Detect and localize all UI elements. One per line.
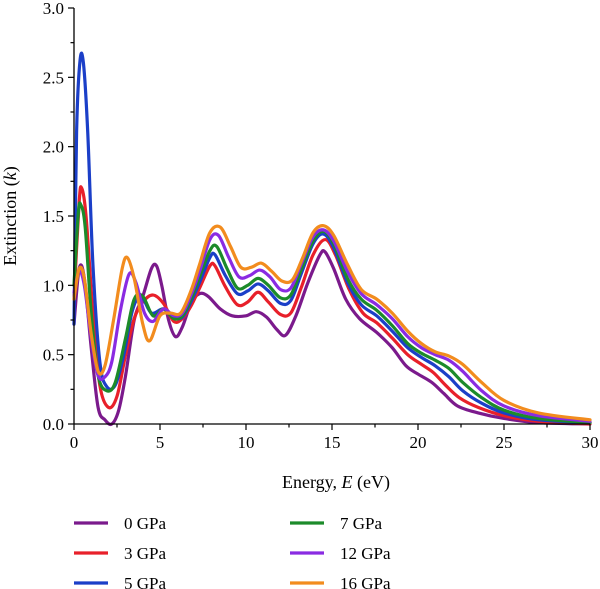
series-line-1 [72,185,592,426]
legend-label-0: 0 GPa [124,514,166,533]
x-tick-label: 10 [238,433,255,452]
x-tick-label: 25 [496,433,513,452]
series-layer [72,51,592,427]
x-tick-label: 5 [156,433,165,452]
y-axis-title: Extinction (k) [0,166,21,265]
series-line-0 [72,249,592,427]
axes-layer [68,7,591,430]
legend-label-1: 3 GPa [124,544,166,563]
series-line-5 [72,224,592,422]
x-tick-label: 0 [70,433,79,452]
x-tick-label: 30 [582,433,599,452]
y-tick-label: 0.5 [43,346,64,365]
legend-label-5: 16 GPa [340,574,391,589]
labels-layer: 0 5 10 15 20 25 30 0.0 0.5 1.0 1.5 2.0 2.5 3.0 [43,0,599,452]
series-line-4 [72,228,592,423]
y-tick-label: 3.0 [43,0,64,18]
legend-label-4: 12 GPa [340,544,391,563]
x-tick-label: 15 [324,433,341,452]
series-line-3 [72,201,592,425]
y-tick-label: 2.5 [43,68,64,87]
y-tick-label: 1.5 [43,207,64,226]
x-tick-label: 20 [410,433,427,452]
series-line-2 [72,51,592,425]
legend-label-2: 5 GPa [124,574,166,589]
y-tick-label: 1.0 [43,276,64,295]
x-axis-title: Energy, E (eV) [282,472,390,493]
y-tick-label: 2.0 [43,138,64,157]
y-tick-label: 0.0 [43,415,64,434]
legend: 0 GPa 3 GPa 5 GPa 7 GPa 12 GPa 16 GPa [74,514,391,589]
legend-label-3: 7 GPa [340,514,382,533]
